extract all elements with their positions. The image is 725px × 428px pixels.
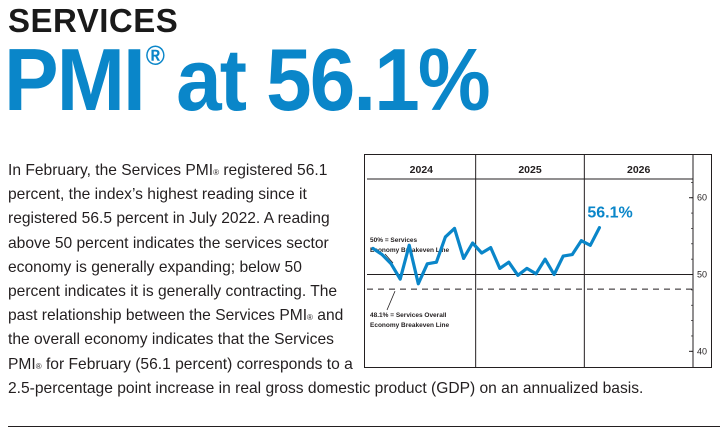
headline: PMI® at 56.1% bbox=[4, 36, 491, 124]
pmi-data-point bbox=[598, 226, 601, 230]
pmi-data-point bbox=[498, 267, 502, 270]
ref-label-48-line2: Economy Breakeven Line bbox=[370, 322, 449, 329]
pmi-data-point bbox=[471, 241, 474, 245]
pmi-data-point bbox=[480, 251, 484, 255]
y-tick-label: 40 bbox=[697, 346, 707, 356]
pmi-chart: 2024 2025 2026 60 50 40 50% = Services Economy … bbox=[364, 154, 712, 368]
text-seg-4: for February (56.1 percent) corresponds … bbox=[8, 355, 644, 397]
text-seg-3: and the overall economy indicates that t… bbox=[8, 307, 344, 373]
pmi-data-point bbox=[398, 277, 402, 281]
pmi-data-point bbox=[462, 257, 465, 260]
pmi-data-point bbox=[552, 273, 556, 276]
pmi-data-point bbox=[444, 235, 447, 239]
leader-line-50 bbox=[384, 253, 394, 264]
text-seg-1: In February, the Services PMI bbox=[8, 162, 214, 179]
text-seg-2: registered 56.1 percent, the index’s hig… bbox=[8, 162, 338, 325]
pmi-data-point bbox=[579, 239, 583, 243]
pmi-data-point bbox=[570, 253, 574, 256]
year-label: 2025 bbox=[518, 164, 542, 176]
pmi-data-point bbox=[380, 253, 384, 256]
y-tick-label: 50 bbox=[697, 270, 707, 280]
pmi-data-point bbox=[435, 260, 438, 264]
reg-mark-1: ® bbox=[213, 168, 220, 177]
y-tick-label: 60 bbox=[697, 193, 707, 203]
reg-mark-2: ® bbox=[307, 313, 313, 323]
pmi-data-point bbox=[416, 282, 420, 286]
headline-pmi: PMI bbox=[4, 30, 146, 129]
pmi-data-point bbox=[525, 267, 529, 270]
pmi-data-point bbox=[489, 246, 493, 249]
pmi-data-point bbox=[507, 260, 511, 264]
pmi-chart-svg: 2024 2025 2026 60 50 40 50% = Services Economy … bbox=[367, 155, 707, 367]
bottom-rule bbox=[8, 426, 720, 427]
section-kicker: SERVICES bbox=[8, 2, 179, 39]
registered-mark: ® bbox=[145, 40, 165, 71]
ref-label-50-line1: 50% = Services bbox=[370, 237, 418, 244]
ref-label-48-line1: 48.1% = Services Overall bbox=[370, 312, 447, 319]
pmi-data-point bbox=[425, 262, 429, 266]
article-text: In February, the Services PMI® registere… bbox=[8, 159, 720, 401]
headline-value: at 56.1% bbox=[176, 30, 491, 129]
pmi-data-point bbox=[407, 243, 411, 247]
pmi-data-point bbox=[561, 254, 565, 258]
pmi-data-point bbox=[534, 272, 538, 276]
year-label: 2026 bbox=[627, 164, 651, 176]
pmi-data-point bbox=[588, 243, 592, 247]
pmi-data-point bbox=[516, 273, 520, 277]
year-label: 2024 bbox=[410, 164, 434, 176]
end-value-label: 56.1% bbox=[587, 205, 632, 222]
leader-line-48 bbox=[386, 290, 396, 311]
pmi-data-point bbox=[543, 257, 547, 261]
pmi-series-line bbox=[371, 226, 601, 286]
pmi-data-point bbox=[453, 227, 456, 230]
pmi-data-point bbox=[389, 262, 393, 266]
reg-mark-3: ® bbox=[35, 361, 42, 371]
pmi-data-point bbox=[371, 247, 375, 250]
